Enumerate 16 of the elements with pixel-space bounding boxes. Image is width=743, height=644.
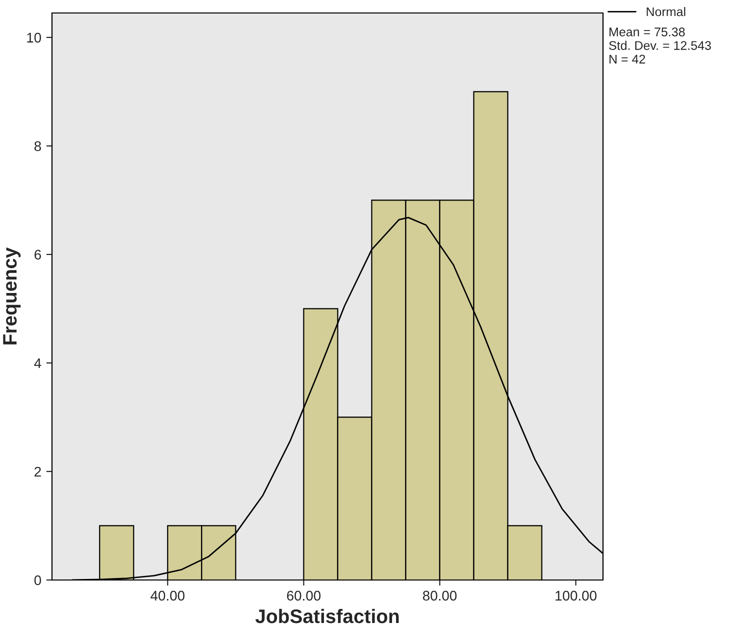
text: Mean = 75.38 xyxy=(610,28,685,36)
x-tick-label: 40.00 xyxy=(150,590,184,601)
x-tick-label: 100.00 xyxy=(556,590,596,601)
y-tick-label: 2 xyxy=(34,466,41,477)
y-tick-label: 0 xyxy=(34,575,42,586)
y-tick-label: 8 xyxy=(34,141,41,152)
x-tick-label: 60.00 xyxy=(287,590,321,601)
y-tick-label: 6 xyxy=(34,250,41,260)
y-tick-label: 10 xyxy=(27,32,42,43)
y-axis-title: Frequency xyxy=(3,247,21,344)
legend-label: Normal xyxy=(646,6,686,16)
text: Std. Dev. = 12.543 xyxy=(609,40,711,50)
text: N = 42 xyxy=(610,54,646,64)
x-tick-label: 80.00 xyxy=(422,590,457,601)
y-tick-label: 4 xyxy=(34,358,42,368)
x-axis-title: JobSatisfaction xyxy=(255,608,399,624)
